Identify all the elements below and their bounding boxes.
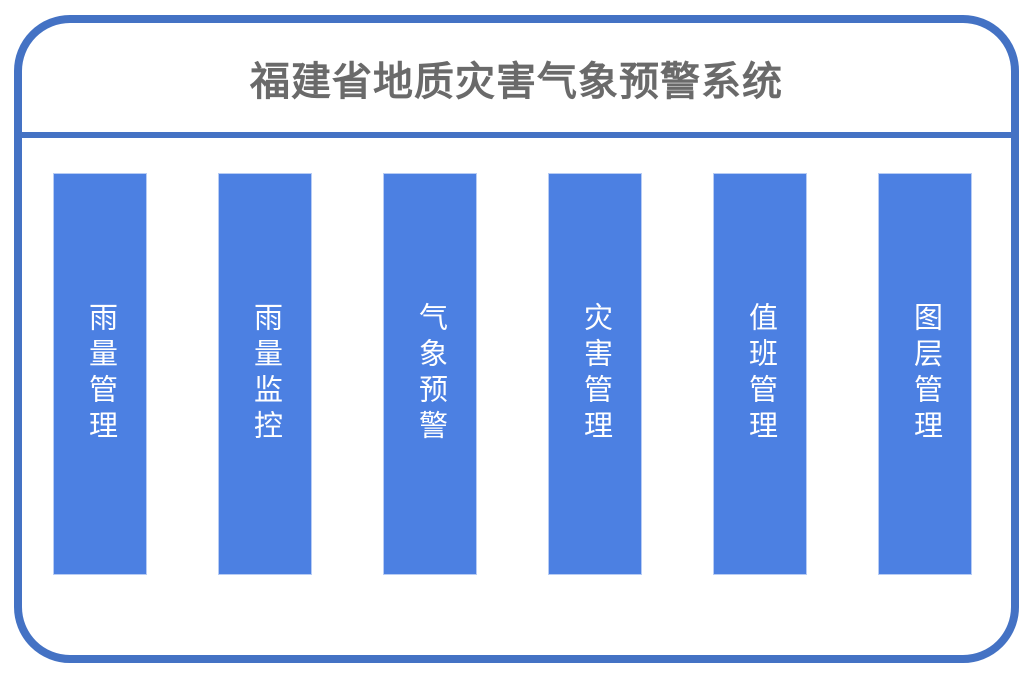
module-bar-layer-management[interactable]: 图层管理	[878, 173, 972, 575]
app-frame: 福建省地质灾害气象预警系统 雨量管理 雨量监控 气象预警 灾害管理 值班管理 图…	[14, 15, 1019, 663]
module-bar-label: 值班管理	[744, 302, 777, 446]
module-bar-label: 图层管理	[909, 302, 942, 446]
module-bar-weather-warning[interactable]: 气象预警	[383, 173, 477, 575]
title-divider	[22, 132, 1011, 138]
module-bar-group: 雨量管理 雨量监控 气象预警 灾害管理 值班管理 图层管理	[22, 138, 1011, 655]
module-bar-duty-management[interactable]: 值班管理	[713, 173, 807, 575]
page-title: 福建省地质灾害气象预警系统	[250, 59, 783, 104]
module-bar-label: 雨量监控	[249, 302, 282, 446]
module-bar-rainfall-management[interactable]: 雨量管理	[53, 173, 147, 575]
module-bar-rainfall-monitoring[interactable]: 雨量监控	[218, 173, 312, 575]
module-bar-disaster-management[interactable]: 灾害管理	[548, 173, 642, 575]
title-bar: 福建省地质灾害气象预警系统	[22, 23, 1011, 132]
module-bar-label: 气象预警	[414, 302, 447, 446]
module-bar-label: 灾害管理	[579, 302, 612, 446]
module-bar-label: 雨量管理	[84, 302, 117, 446]
